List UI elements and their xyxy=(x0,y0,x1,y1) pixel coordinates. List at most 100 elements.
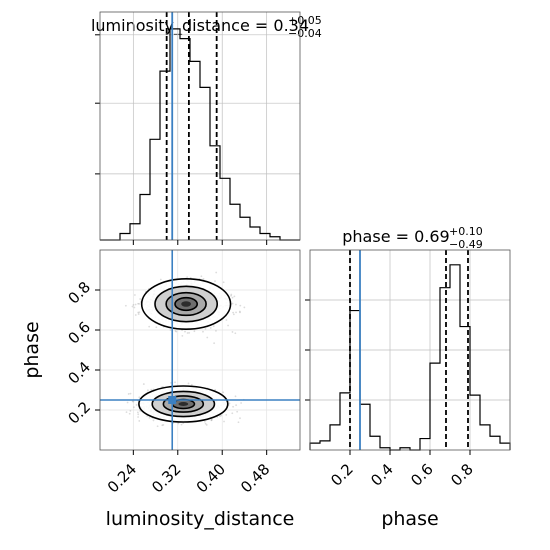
sample-point xyxy=(234,395,237,398)
sample-point xyxy=(237,421,240,424)
sample-point xyxy=(235,311,237,314)
sample-point xyxy=(131,305,134,308)
sample-point xyxy=(126,401,129,404)
sample-point xyxy=(231,296,234,299)
density-x-tick-label-1: 0.32 xyxy=(148,460,184,496)
hist2-x-tick-label-0: 0.2 xyxy=(327,460,357,490)
sample-point xyxy=(159,278,162,281)
sample-point xyxy=(235,303,237,306)
sample-point xyxy=(238,310,241,313)
y-axis-label-phase: phase xyxy=(21,321,43,378)
sample-point xyxy=(184,330,186,333)
title-luminosity-distance: luminosity_distance = 0.34 xyxy=(91,16,309,36)
sample-point xyxy=(210,419,213,422)
sample-point xyxy=(214,388,217,391)
sample-point xyxy=(232,405,234,408)
title-1-minus: −0.04 xyxy=(288,27,322,40)
x-axis-label-luminosity-distance: luminosity_distance xyxy=(106,508,295,530)
sample-point xyxy=(174,329,177,332)
contour-mode-1-level-4 xyxy=(178,402,189,406)
sample-point xyxy=(205,424,208,426)
sample-point xyxy=(138,311,141,314)
sample-point xyxy=(138,302,141,305)
sample-point xyxy=(129,410,132,412)
title-2-minus: −0.49 xyxy=(449,238,483,251)
histogram-panel-phase: 0.2 0.4 0.6 0.8 xyxy=(305,249,511,490)
sample-point xyxy=(231,412,234,415)
sample-point xyxy=(215,271,218,274)
sample-point xyxy=(235,404,238,407)
sample-point xyxy=(214,280,216,282)
density-x-tick-label-0: 0.24 xyxy=(104,460,140,496)
sample-point xyxy=(220,414,222,417)
sample-point xyxy=(174,381,176,384)
density-panel-phase-vs-luminosity-distance: 0.24 0.32 0.40 0.48 0.2 0.4 0.6 0.8 xyxy=(64,249,301,496)
sample-point xyxy=(202,278,205,280)
contour-mode-0-level-4 xyxy=(181,301,191,307)
title-1-plus: +0.05 xyxy=(288,14,322,27)
sample-point xyxy=(225,413,228,416)
title-2-median: 0.69 xyxy=(414,227,450,246)
sample-point xyxy=(200,275,203,278)
sample-point xyxy=(236,410,239,413)
sample-point xyxy=(129,392,132,395)
sample-point xyxy=(128,412,131,415)
sample-point xyxy=(155,326,158,329)
panel-frame xyxy=(99,11,301,241)
title-1-prefix: luminosity_distance = xyxy=(91,16,273,36)
sample-point xyxy=(186,276,189,279)
title-2-prefix: phase = xyxy=(342,227,414,246)
hist2-x-tick-label-3: 0.8 xyxy=(447,460,477,490)
title-phase: phase = 0.69 xyxy=(342,227,449,246)
sample-point xyxy=(232,313,235,316)
sample-point xyxy=(240,402,242,404)
sample-point xyxy=(152,419,155,422)
sample-point xyxy=(231,331,234,333)
sample-point xyxy=(225,319,228,321)
sample-point xyxy=(135,404,138,406)
sample-point xyxy=(243,306,246,309)
sample-point xyxy=(134,314,137,316)
sample-point xyxy=(137,313,140,315)
sample-point xyxy=(233,295,236,298)
sample-point xyxy=(180,423,183,426)
sample-point xyxy=(133,306,136,309)
sample-point xyxy=(204,328,207,330)
sample-point xyxy=(175,330,178,333)
sample-point xyxy=(190,384,193,386)
sample-point xyxy=(223,420,225,423)
sample-point xyxy=(193,330,196,333)
sample-point xyxy=(136,411,139,414)
sample-point xyxy=(139,298,142,300)
sample-point xyxy=(239,417,241,420)
density-y-tick-label-1: 0.4 xyxy=(64,358,94,388)
sample-point xyxy=(131,400,134,403)
sample-point xyxy=(213,342,216,345)
sample-point xyxy=(212,325,215,328)
truth-marker xyxy=(168,396,177,404)
sample-point xyxy=(138,396,141,399)
sample-point xyxy=(134,303,137,306)
hist2-x-tick-label-2: 0.6 xyxy=(407,460,437,490)
sample-point xyxy=(133,406,135,409)
sample-point xyxy=(206,336,209,339)
sample-point xyxy=(234,332,237,335)
sample-point xyxy=(239,311,241,314)
panel-frame xyxy=(309,249,511,451)
sample-point xyxy=(231,302,234,305)
title-2-plus: +0.10 xyxy=(449,225,483,238)
sample-point xyxy=(187,382,190,385)
sample-point xyxy=(124,304,127,307)
density-y-tick-label-3: 0.8 xyxy=(64,278,94,308)
sample-point xyxy=(169,329,172,331)
histogram-step-phase xyxy=(309,264,511,451)
density-y-tick-label-0: 0.2 xyxy=(64,398,94,428)
sample-point xyxy=(215,330,217,332)
sample-point xyxy=(137,416,139,418)
sample-point xyxy=(138,420,141,422)
sample-point xyxy=(161,424,164,427)
sample-point xyxy=(209,327,212,329)
sample-point xyxy=(137,302,139,305)
sample-point xyxy=(232,311,235,314)
sample-point xyxy=(139,410,142,412)
